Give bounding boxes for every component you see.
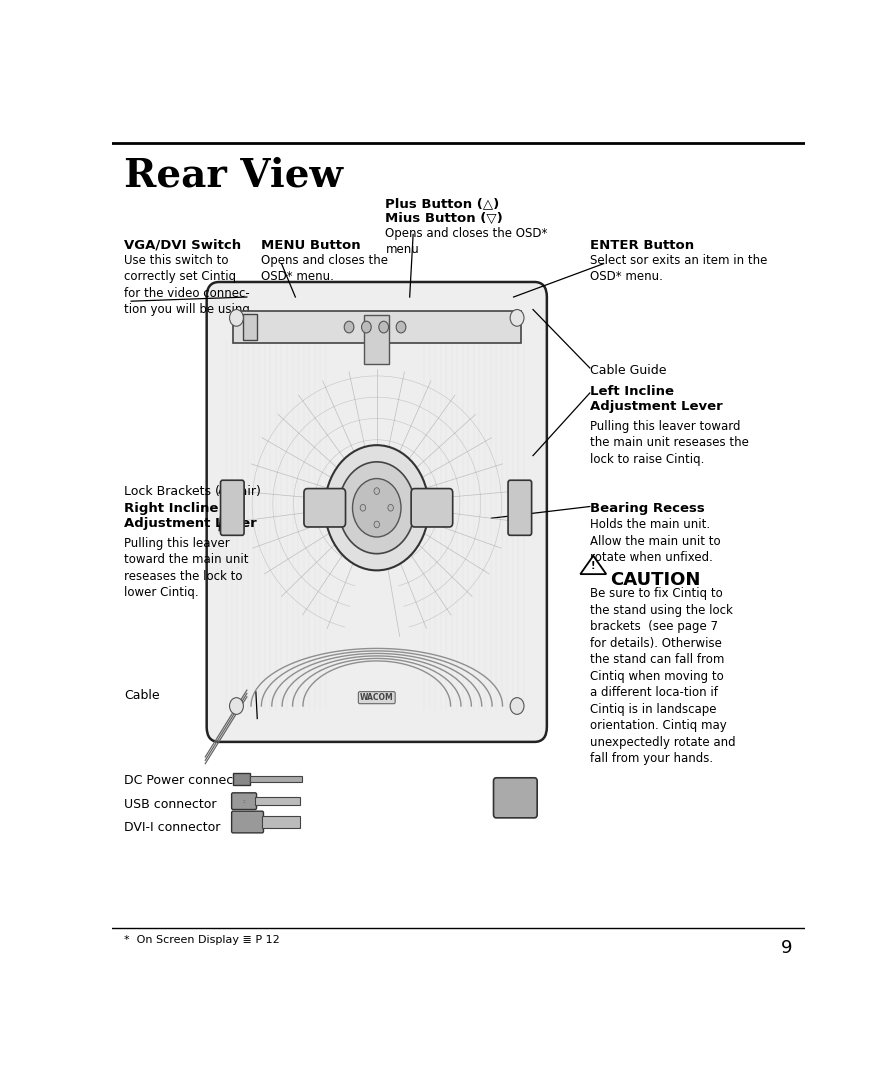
Circle shape xyxy=(374,488,380,494)
Text: Opens and closes the OSD*
menu: Opens and closes the OSD* menu xyxy=(385,227,548,257)
Bar xyxy=(243,313,257,340)
Text: Right Incline
Adjustment Lever: Right Incline Adjustment Lever xyxy=(124,502,257,529)
Text: Be sure to fix Cintiq to
the stand using the lock
brackets  (see page 7
for deta: Be sure to fix Cintiq to the stand using… xyxy=(590,588,736,765)
Text: Mius Button (▽): Mius Button (▽) xyxy=(385,211,503,224)
Bar xyxy=(250,776,302,782)
Bar xyxy=(262,816,300,828)
Text: USB connector: USB connector xyxy=(124,798,216,811)
Text: DC Power connector: DC Power connector xyxy=(124,774,251,787)
Bar xyxy=(233,773,250,785)
FancyBboxPatch shape xyxy=(232,792,257,810)
Text: VGA/DVI Switch: VGA/DVI Switch xyxy=(124,238,241,251)
Text: CAUTION: CAUTION xyxy=(611,571,701,589)
Circle shape xyxy=(396,321,406,333)
Bar xyxy=(364,315,389,364)
Circle shape xyxy=(510,698,524,714)
FancyBboxPatch shape xyxy=(508,480,532,535)
Bar xyxy=(233,311,520,343)
Text: Opens and closes the
OSD* menu.: Opens and closes the OSD* menu. xyxy=(261,254,388,283)
FancyBboxPatch shape xyxy=(232,811,264,833)
Text: *  On Screen Display ≣ P 12: * On Screen Display ≣ P 12 xyxy=(124,934,280,945)
Text: Cable Guide: Cable Guide xyxy=(590,364,666,377)
Text: Pulling this leaver
toward the main unit
reseases the lock to
lower Cintiq.: Pulling this leaver toward the main unit… xyxy=(124,537,249,599)
Text: !: ! xyxy=(591,560,595,571)
Circle shape xyxy=(344,321,354,333)
Text: Rear View: Rear View xyxy=(124,157,343,195)
Circle shape xyxy=(361,321,371,333)
Circle shape xyxy=(379,321,389,333)
Circle shape xyxy=(325,446,429,570)
Text: Holds the main unit.
Allow the main unit to
rotate when unfixed.: Holds the main unit. Allow the main unit… xyxy=(590,518,721,564)
Text: WACOM: WACOM xyxy=(360,693,393,702)
Circle shape xyxy=(230,310,243,326)
Text: Use this switch to
correctly set Cintiq
for the video connec-
tion you will be u: Use this switch to correctly set Cintiq … xyxy=(124,254,254,317)
Circle shape xyxy=(230,504,243,520)
Text: Bearing Recess: Bearing Recess xyxy=(590,502,704,515)
Text: MENU Button: MENU Button xyxy=(261,238,360,251)
Polygon shape xyxy=(580,556,606,575)
FancyBboxPatch shape xyxy=(221,480,244,535)
Text: Cable: Cable xyxy=(124,689,160,702)
Circle shape xyxy=(388,504,393,512)
Text: Lock Brackets (1 pair): Lock Brackets (1 pair) xyxy=(124,485,261,498)
FancyBboxPatch shape xyxy=(411,489,452,527)
Text: 9: 9 xyxy=(780,939,792,957)
Text: DVI-I connector: DVI-I connector xyxy=(124,822,221,835)
Text: Plus Button (△): Plus Button (△) xyxy=(385,197,500,210)
Text: Pulling this leaver toward
the main unit reseases the
lock to raise Cintiq.: Pulling this leaver toward the main unit… xyxy=(590,420,748,466)
Circle shape xyxy=(352,478,401,537)
Circle shape xyxy=(374,521,380,528)
Text: ::: :: xyxy=(242,799,246,803)
Text: Select sor exits an item in the
OSD* menu.: Select sor exits an item in the OSD* men… xyxy=(590,254,767,283)
Bar xyxy=(255,797,300,805)
Text: ENTER Button: ENTER Button xyxy=(590,238,694,251)
Circle shape xyxy=(360,504,366,512)
Circle shape xyxy=(339,462,415,554)
Circle shape xyxy=(510,504,524,520)
FancyBboxPatch shape xyxy=(493,778,537,817)
FancyBboxPatch shape xyxy=(304,489,345,527)
FancyBboxPatch shape xyxy=(207,282,547,741)
Text: Left Incline
Adjustment Lever: Left Incline Adjustment Lever xyxy=(590,385,722,413)
Circle shape xyxy=(230,698,243,714)
Circle shape xyxy=(510,310,524,326)
